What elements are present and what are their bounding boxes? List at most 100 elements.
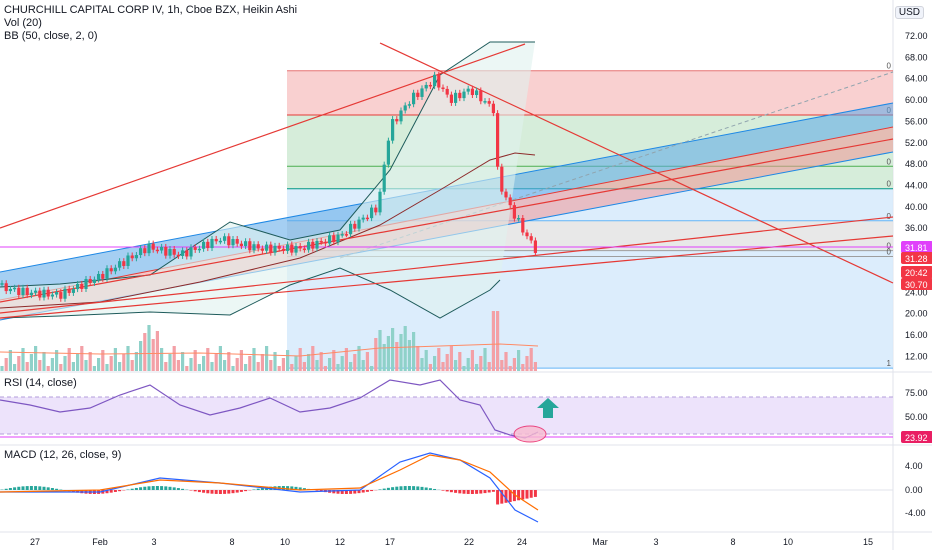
volume-bar: [441, 362, 444, 371]
macd-histogram-bar: [9, 488, 12, 490]
volume-bar: [513, 358, 516, 371]
macd-histogram-bar: [198, 490, 201, 492]
macd-histogram-bar: [421, 487, 424, 490]
volume-bar: [509, 366, 512, 371]
price-badge-label: 20:42: [905, 268, 928, 278]
candle-body: [454, 93, 457, 103]
time-axis-label: 27: [30, 537, 40, 547]
candle-body: [341, 234, 344, 236]
candle-body: [13, 288, 16, 290]
macd-histogram-bar: [47, 487, 50, 490]
macd-histogram-bar: [13, 487, 16, 490]
volume-bar: [496, 311, 499, 371]
macd-histogram-bar: [156, 486, 159, 490]
time-axis-label: Mar: [592, 537, 608, 547]
volume-bar: [0, 366, 3, 371]
candle-body: [273, 246, 276, 253]
volume-bar: [366, 352, 369, 371]
time-axis-label: 17: [385, 537, 395, 547]
volume-bar: [160, 348, 163, 371]
candle-body: [80, 284, 83, 289]
candle-body: [89, 279, 92, 283]
candle-body: [173, 249, 176, 255]
volume-bar: [181, 352, 184, 371]
volume-bar: [458, 352, 461, 371]
volume-bar: [122, 354, 125, 371]
time-axis-label: 24: [517, 537, 527, 547]
candle-body: [383, 165, 386, 192]
volume-bar: [17, 356, 20, 371]
price-axis-tick: 72.00: [905, 31, 928, 41]
macd-histogram-bar: [110, 490, 113, 493]
volume-bar: [34, 346, 37, 371]
candle-body: [362, 218, 365, 220]
candle-body: [320, 241, 323, 243]
candle-body: [21, 288, 24, 295]
volume-bar: [257, 362, 260, 371]
macd-histogram-bar: [181, 489, 184, 490]
macd-histogram-bar: [408, 486, 411, 490]
candle-body: [231, 239, 234, 245]
macd-histogram-bar: [244, 490, 247, 491]
volume-bar: [93, 366, 96, 371]
time-axis-label: Feb: [92, 537, 108, 547]
candle-body: [307, 242, 310, 250]
volume-bar: [185, 366, 188, 371]
candle-body: [114, 268, 117, 272]
candle-body: [370, 208, 373, 219]
price-axis-tick: 40.00: [905, 202, 928, 212]
time-axis-label: 10: [783, 537, 793, 547]
currency-badge[interactable]: USD: [895, 6, 924, 19]
volume-bar: [135, 352, 138, 371]
volume-bar: [467, 358, 470, 371]
candle-body: [177, 255, 180, 257]
candle-body: [68, 289, 71, 293]
macd-histogram-bar: [232, 490, 235, 493]
price-badge-label: 31.81: [905, 243, 928, 253]
candle-body: [315, 241, 318, 249]
volume-bar: [30, 354, 33, 371]
volume-bar: [303, 362, 306, 371]
candle-body: [5, 283, 8, 291]
price-badge-label: 31.28: [905, 254, 928, 264]
candle-body: [496, 113, 499, 167]
candle-body: [244, 241, 247, 246]
macd-histogram-bar: [471, 490, 474, 494]
candle-body: [479, 90, 482, 101]
volume-bar: [500, 360, 503, 371]
candle-body: [63, 289, 66, 299]
macd-histogram-bar: [177, 488, 180, 490]
volume-bar: [47, 366, 50, 371]
candle-body: [278, 246, 281, 249]
candle-body: [38, 291, 41, 298]
macd-histogram-bar: [412, 486, 415, 490]
macd-histogram-bar: [240, 490, 243, 492]
volume-bar: [349, 362, 352, 371]
macd-histogram-bar: [534, 490, 537, 497]
price-axis-tick: 20.00: [905, 309, 928, 319]
macd-histogram-bar: [114, 490, 117, 492]
candle-body: [446, 89, 449, 95]
candle-body: [336, 235, 339, 242]
candle-body: [248, 241, 251, 250]
volume-bar: [504, 352, 507, 371]
macd-histogram-bar: [160, 486, 163, 490]
price-axis-tick: 16.00: [905, 330, 928, 340]
macd-histogram-bar: [257, 489, 260, 490]
candle-body: [252, 244, 255, 250]
volume-bar: [105, 364, 108, 371]
candle-body: [30, 293, 33, 295]
volume-bar: [488, 362, 491, 371]
candle-body: [126, 255, 129, 265]
price-axis-tick: 56.00: [905, 116, 928, 126]
candle-body: [156, 250, 159, 252]
macd-histogram-bar: [479, 490, 482, 494]
price-axis-tick: 64.00: [905, 74, 928, 84]
candle-body: [110, 268, 113, 271]
volume-bar: [227, 352, 230, 371]
candle-body: [475, 90, 478, 95]
candle-body: [160, 247, 163, 251]
volume-bar: [521, 364, 524, 371]
